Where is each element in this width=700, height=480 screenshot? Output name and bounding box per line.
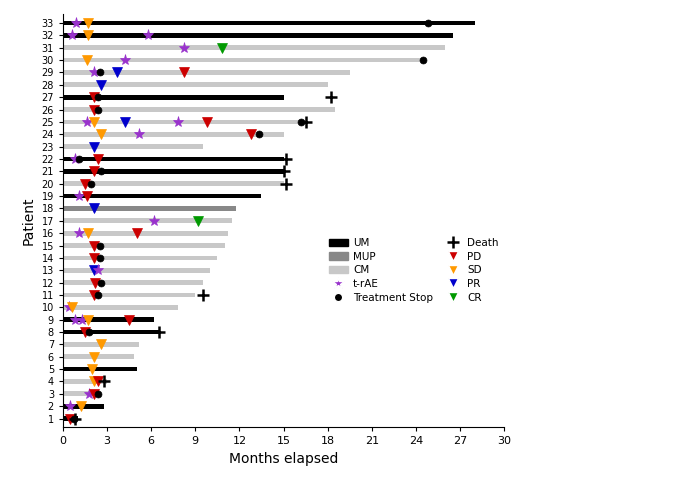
- Bar: [63, 416, 78, 421]
- Bar: [63, 107, 335, 112]
- Bar: [63, 156, 284, 161]
- Bar: [63, 342, 139, 347]
- Bar: [63, 218, 232, 223]
- Bar: [63, 181, 284, 186]
- X-axis label: Months elapsed: Months elapsed: [229, 452, 338, 466]
- Bar: [63, 392, 99, 396]
- Bar: [63, 231, 228, 236]
- Bar: [63, 268, 210, 273]
- Bar: [63, 194, 262, 198]
- Bar: [63, 132, 284, 137]
- Bar: [63, 120, 305, 124]
- Bar: [63, 293, 195, 297]
- Bar: [63, 83, 328, 87]
- Bar: [63, 305, 178, 310]
- Bar: [63, 21, 475, 25]
- Bar: [63, 317, 154, 322]
- Bar: [63, 95, 284, 99]
- Bar: [63, 354, 134, 359]
- Bar: [63, 144, 203, 149]
- Bar: [63, 33, 452, 38]
- Bar: [63, 70, 349, 75]
- Bar: [63, 243, 225, 248]
- Bar: [63, 330, 158, 335]
- Bar: [63, 58, 423, 62]
- Bar: [63, 169, 284, 174]
- Bar: [63, 255, 217, 260]
- Legend: UM, MUP, CM, t-rAE, Treatment Stop, Death, PD, SD, PR, CR: UM, MUP, CM, t-rAE, Treatment Stop, Deat…: [329, 238, 499, 302]
- Bar: [63, 404, 104, 408]
- Bar: [63, 46, 445, 50]
- Bar: [63, 280, 203, 285]
- Bar: [63, 367, 136, 372]
- Y-axis label: Patient: Patient: [22, 196, 36, 245]
- Bar: [63, 206, 237, 211]
- Bar: [63, 379, 107, 384]
